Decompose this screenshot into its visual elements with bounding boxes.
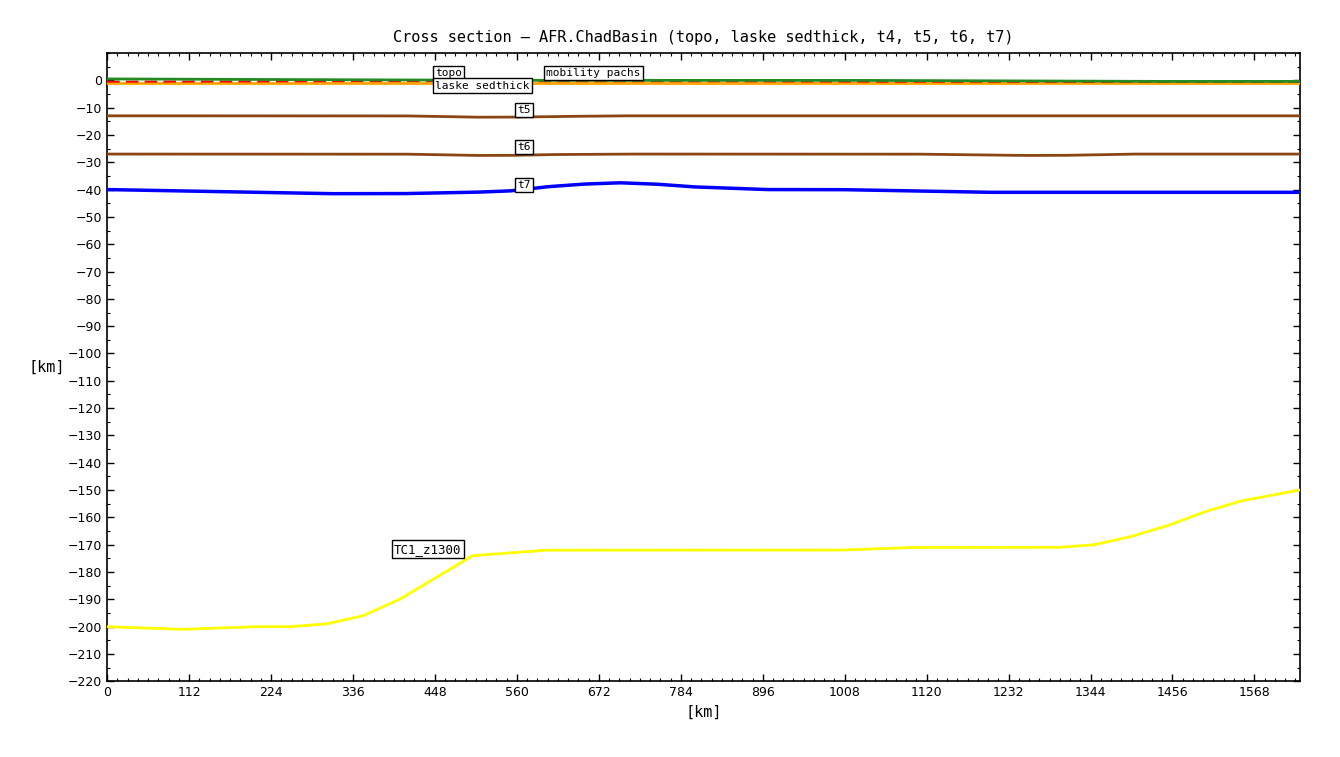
Text: TC1_z1300: TC1_z1300 xyxy=(394,543,461,556)
Text: mobility pachs: mobility pachs xyxy=(547,68,641,78)
Text: t6: t6 xyxy=(517,142,531,152)
Y-axis label: [km]: [km] xyxy=(29,360,66,375)
X-axis label: [km]: [km] xyxy=(685,705,722,720)
Text: t5: t5 xyxy=(517,105,531,115)
Title: Cross section – AFR.ChadBasin (topo, laske sedthick, t4, t5, t6, t7): Cross section – AFR.ChadBasin (topo, las… xyxy=(393,30,1014,45)
Text: laske sedthick: laske sedthick xyxy=(436,80,529,91)
Text: topo: topo xyxy=(436,68,462,78)
Text: t7: t7 xyxy=(517,180,531,190)
